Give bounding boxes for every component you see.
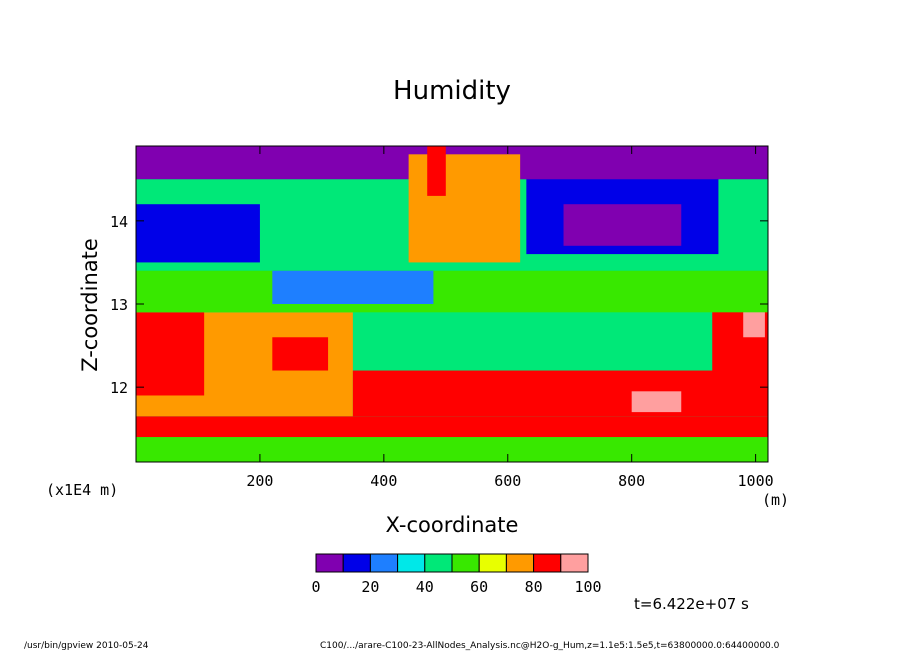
field-region (631, 391, 682, 413)
x-tick-label: 1000 (738, 472, 774, 490)
colorbar-swatch (451, 553, 480, 573)
x-axis: 200 400 600 800 1000 (246, 146, 774, 490)
field-region (272, 270, 434, 304)
field-region (136, 416, 768, 438)
x-tick-label: 800 (618, 472, 645, 490)
x-tick-label: 600 (494, 472, 521, 490)
colorbar-tick-label: 0 (311, 578, 320, 596)
field-region (427, 146, 446, 196)
colorbar-swatch (533, 553, 562, 573)
colorbar-tick-label: 40 (416, 578, 434, 596)
colorbar-tick-label: 100 (574, 578, 601, 596)
x-tick-label: 400 (370, 472, 397, 490)
y-tick-label: 14 (110, 213, 128, 231)
colorbar-tick-label: 60 (470, 578, 488, 596)
x-axis-label: X-coordinate (385, 513, 519, 537)
colorbar: 0 20 40 60 80 100 (311, 553, 602, 596)
field-region (408, 154, 521, 263)
y-axis: 12 13 14 (110, 213, 768, 397)
y-tick-label: 12 (110, 379, 128, 397)
y-axis-label: Z-coordinate (78, 238, 102, 372)
x-unit-label: (m) (762, 491, 790, 509)
field-region (563, 204, 682, 246)
y-scale-label: (x1E4 m) (46, 481, 119, 499)
colorbar-swatch (369, 553, 399, 573)
field-region (352, 370, 768, 417)
y-tick-label: 13 (110, 296, 128, 314)
chart-title: Humidity (393, 76, 511, 106)
colorbar-swatch (424, 553, 453, 573)
field-region (136, 204, 260, 263)
colorbar-tick-label: 20 (361, 578, 379, 596)
colorbar-swatch (560, 553, 589, 573)
colorbar-swatch (478, 553, 507, 573)
field-region (136, 312, 205, 396)
colorbar-swatch (505, 553, 535, 573)
field-region (136, 270, 768, 313)
footer-source-file: C100/.../arare-C100-23-AllNodes_Analysis… (320, 641, 780, 651)
time-annotation: t=6.422e+07 s (634, 595, 749, 613)
colorbar-swatch (342, 553, 371, 573)
footer-program-date: /usr/bin/gpview 2010-05-24 (24, 641, 149, 651)
colorbar-swatch (315, 553, 344, 573)
humidity-field (136, 146, 768, 462)
colorbar-tick-label: 80 (525, 578, 543, 596)
x-tick-label: 200 (246, 472, 273, 490)
field-region (272, 337, 329, 371)
field-region (136, 437, 768, 462)
colorbar-swatch (397, 553, 426, 573)
